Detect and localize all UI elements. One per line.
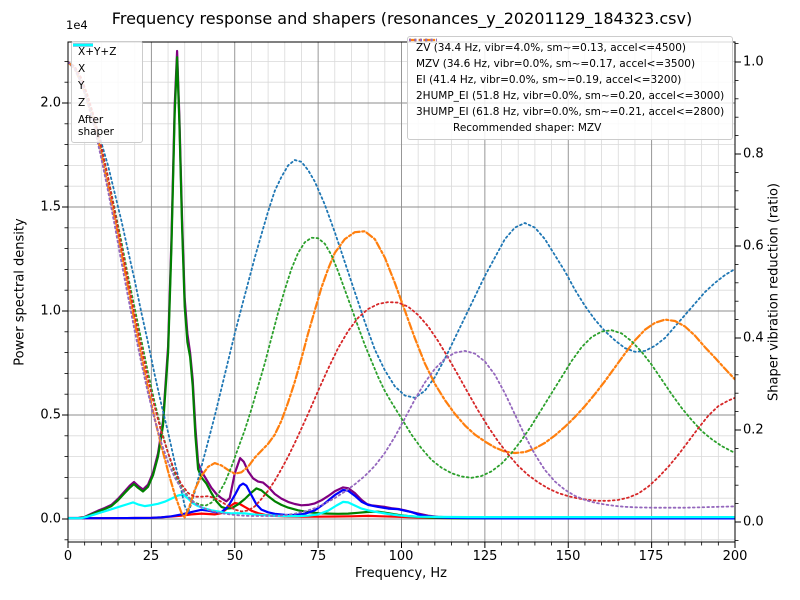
legend-item-x: X bbox=[73, 43, 136, 76]
y-left-tick-label: 0.5 bbox=[40, 407, 61, 423]
3hump-ei-curve bbox=[68, 61, 735, 517]
x-tick-label: 175 bbox=[638, 549, 664, 564]
legend-label: 2HUMP_EI (51.8 Hz, vibr=0.0%, sm~=0.20, … bbox=[416, 89, 725, 102]
legend-line-swatch bbox=[73, 43, 93, 47]
legend-recommended-shaper: Recommended shaper: MZV bbox=[453, 122, 724, 134]
x-axis-label: Frequency, Hz bbox=[354, 566, 448, 581]
y-right-tick-label: 0.2 bbox=[743, 422, 764, 438]
y-axis-label-left: Power spectral density bbox=[12, 218, 28, 366]
y-right-tick-label: 0.0 bbox=[743, 514, 764, 530]
y-right-tick-label: 0.8 bbox=[743, 146, 764, 162]
psd-z-curve bbox=[68, 482, 735, 520]
legend-item-2hump-ei: 2HUMP_EI (51.8 Hz, vibr=0.0%, sm~=0.20, … bbox=[409, 38, 725, 102]
legend-item-after-shaper: After shaper bbox=[73, 43, 136, 139]
legend-label: Y bbox=[78, 80, 85, 93]
x-tick-label: 150 bbox=[555, 549, 581, 564]
zv-curve bbox=[68, 61, 735, 514]
legend-label: After shaper bbox=[78, 114, 115, 139]
legend-label: 3HUMP_EI (61.8 Hz, vibr=0.0%, sm~=0.21, … bbox=[416, 105, 725, 118]
ei-curve bbox=[68, 61, 735, 507]
x-tick-label: 0 bbox=[63, 549, 73, 564]
y-left-tick-label: 2.0 bbox=[40, 95, 61, 111]
chart-title: Frequency response and shapers (resonanc… bbox=[111, 9, 693, 28]
x-tick-label: 50 bbox=[226, 549, 244, 564]
x-tick-label: 25 bbox=[142, 549, 160, 564]
legend-item-z: Z bbox=[73, 43, 136, 110]
legend-item-3hump-ei: 3HUMP_EI (61.8 Hz, vibr=0.0%, sm~=0.21, … bbox=[409, 38, 725, 118]
legend-item-y: Y bbox=[73, 43, 136, 93]
x-tick-label: 125 bbox=[472, 549, 498, 564]
legend-label: X+Y+Z bbox=[78, 46, 117, 59]
legend-label: Recommended shaper: MZV bbox=[453, 121, 602, 134]
mzv-curve bbox=[68, 60, 735, 519]
legend-label: X bbox=[78, 63, 86, 76]
y-axis-offset-label: 1e4 bbox=[66, 18, 88, 32]
y-axis-label-right: Shaper vibration reduction (ratio) bbox=[766, 183, 782, 401]
x-tick-label: 200 bbox=[722, 549, 748, 564]
y-left-tick-label: 0.0 bbox=[40, 511, 61, 527]
y-right-tick-label: 0.4 bbox=[743, 330, 764, 346]
legend-line-swatch bbox=[409, 38, 437, 42]
x-tick-label: 75 bbox=[309, 549, 327, 564]
legend-item-ei: EI (41.4 Hz, vibr=0.0%, sm~=0.19, accel<… bbox=[409, 38, 724, 86]
legend-label: ZV (34.4 Hz, vibr=4.0%, sm~=0.13, accel<… bbox=[416, 41, 686, 54]
y-right-tick-label: 0.6 bbox=[743, 238, 764, 254]
x-tick-label: 100 bbox=[388, 549, 414, 564]
legend-label: MZV (34.6 Hz, vibr=0.0%, sm~=0.17, accel… bbox=[416, 57, 696, 70]
legend-item-zv: ZV (34.4 Hz, vibr=4.0%, sm~=0.13, accel<… bbox=[409, 38, 724, 54]
psd-after-shaper-curve bbox=[68, 493, 735, 520]
legend-label: Z bbox=[78, 97, 86, 110]
y-right-tick-label: 1.0 bbox=[743, 54, 764, 70]
legend-item-mzv: MZV (34.6 Hz, vibr=0.0%, sm~=0.17, accel… bbox=[409, 38, 724, 70]
legend-label: EI (41.4 Hz, vibr=0.0%, sm~=0.19, accel<… bbox=[416, 73, 682, 86]
legend-shapers: ZV (34.4 Hz, vibr=4.0%, sm~=0.13, accel<… bbox=[407, 36, 733, 140]
legend-line-swatch bbox=[409, 38, 437, 42]
y-left-tick-label: 1.5 bbox=[40, 199, 61, 215]
legend-psd: X+Y+Z X Y Z After shaper bbox=[71, 41, 143, 144]
y-left-tick-label: 1.0 bbox=[40, 303, 61, 319]
